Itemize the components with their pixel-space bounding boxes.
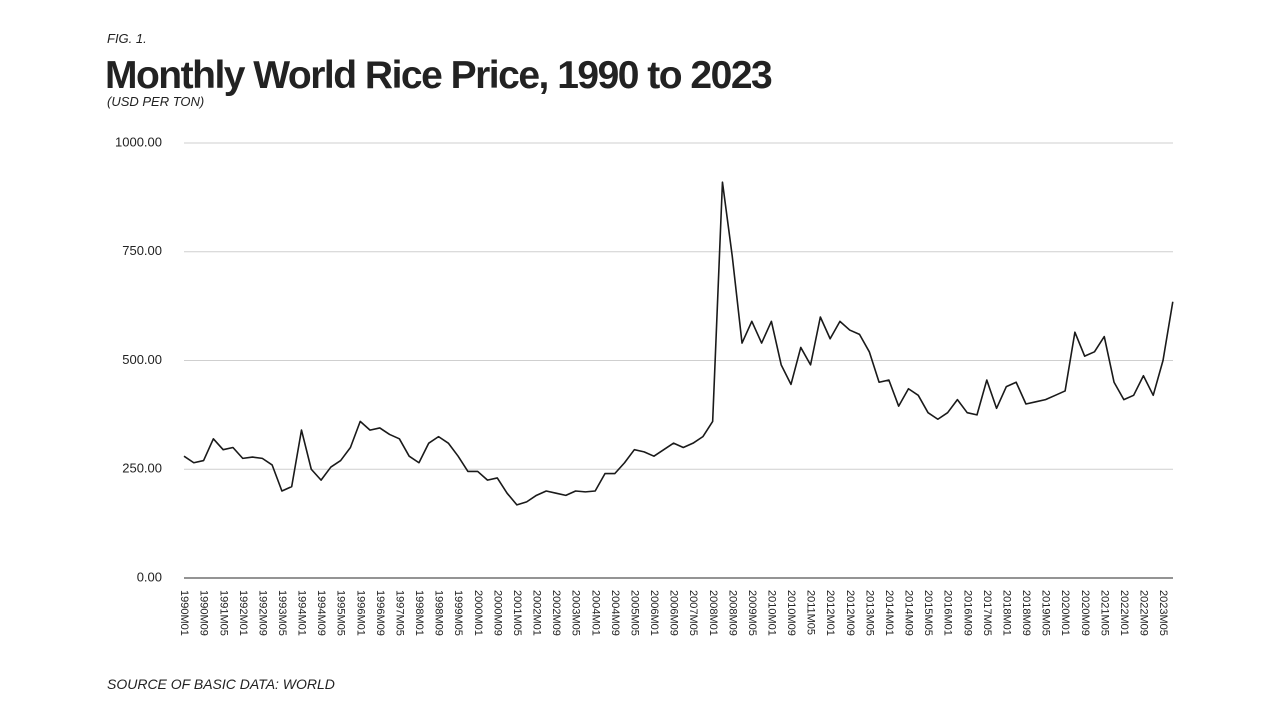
x-tick-label: 2006M01: [648, 590, 660, 636]
x-tick-label: 2006M09: [668, 590, 680, 636]
x-tick-label: 1992M09: [256, 590, 268, 636]
x-tick-label: 2003M05: [570, 590, 582, 636]
y-tick-label: 250.00: [122, 461, 162, 476]
x-tick-label: 2002M01: [531, 590, 543, 636]
x-tick-label: 2000M09: [491, 590, 503, 636]
x-tick-label: 2018M09: [1020, 590, 1032, 636]
x-tick-label: 1990M09: [198, 590, 210, 636]
x-tick-label: 1991M05: [217, 590, 229, 636]
x-tick-label: 2018M01: [1000, 590, 1012, 636]
x-tick-label: 2015M05: [922, 590, 934, 636]
x-tick-label: 1994M01: [296, 590, 308, 636]
price-line: [183, 181, 1174, 506]
x-tick-label: 2016M01: [942, 590, 954, 636]
x-tick-label: 2022M09: [1138, 590, 1150, 636]
x-tick-label: 1996M01: [354, 590, 366, 636]
x-tick-label: 2016M09: [961, 590, 973, 636]
y-tick-label: 1000.00: [115, 134, 162, 149]
x-tick-label: 2022M01: [1118, 590, 1130, 636]
x-tick-label: 2009M05: [746, 590, 758, 636]
x-tick-label: 2004M01: [589, 590, 601, 636]
y-tick-label: 0.00: [137, 569, 162, 584]
x-tick-label: 2014M01: [883, 590, 895, 636]
x-tick-label: 2019M05: [1040, 590, 1052, 636]
x-tick-label: 1997M05: [393, 590, 405, 636]
x-tick-label: 1998M01: [413, 590, 425, 636]
x-tick-label: 2001M05: [511, 590, 523, 636]
x-tick-label: 2007M05: [687, 590, 699, 636]
x-tick-label: 2017M05: [981, 590, 993, 636]
x-tick-label: 2005M05: [628, 590, 640, 636]
x-tick-label: 2014M09: [903, 590, 915, 636]
x-tick-label: 2013M05: [863, 590, 875, 636]
x-tick-label: 1998M09: [433, 590, 445, 636]
x-tick-label: 2008M09: [726, 590, 738, 636]
x-tick-label: 2023M05: [1157, 590, 1169, 636]
x-tick-label: 2010M01: [765, 590, 777, 636]
x-tick-label: 2000M01: [472, 590, 484, 636]
x-tick-label: 2008M01: [707, 590, 719, 636]
x-tick-label: 2004M09: [609, 590, 621, 636]
source-note: SOURCE OF BASIC DATA: WORLD: [107, 676, 335, 692]
y-tick-label: 500.00: [122, 352, 162, 367]
y-tick-label: 750.00: [122, 243, 162, 258]
x-tick-label: 2012M09: [844, 590, 856, 636]
chart-title: Monthly World Rice Price, 1990 to 2023: [105, 54, 772, 97]
x-tick-label: 2020M09: [1079, 590, 1091, 636]
x-tick-label: 1992M01: [237, 590, 249, 636]
x-tick-label: 2012M01: [824, 590, 836, 636]
x-tick-label: 1994M09: [315, 590, 327, 636]
x-tick-label: 1993M05: [276, 590, 288, 636]
x-tick-label: 2021M05: [1098, 590, 1110, 636]
x-tick-label: 1999M05: [452, 590, 464, 636]
x-tick-label: 2010M09: [785, 590, 797, 636]
figure-label: FIG. 1.: [107, 31, 147, 46]
x-tick-label: 2020M01: [1059, 590, 1071, 636]
x-tick-label: 1996M09: [374, 590, 386, 636]
chart-subtitle: (USD PER TON): [107, 94, 204, 109]
x-tick-label: 1995M05: [335, 590, 347, 636]
x-tick-label: 2002M09: [550, 590, 562, 636]
x-tick-label: 1990M01: [178, 590, 190, 636]
x-tick-label: 2011M05: [805, 590, 817, 635]
